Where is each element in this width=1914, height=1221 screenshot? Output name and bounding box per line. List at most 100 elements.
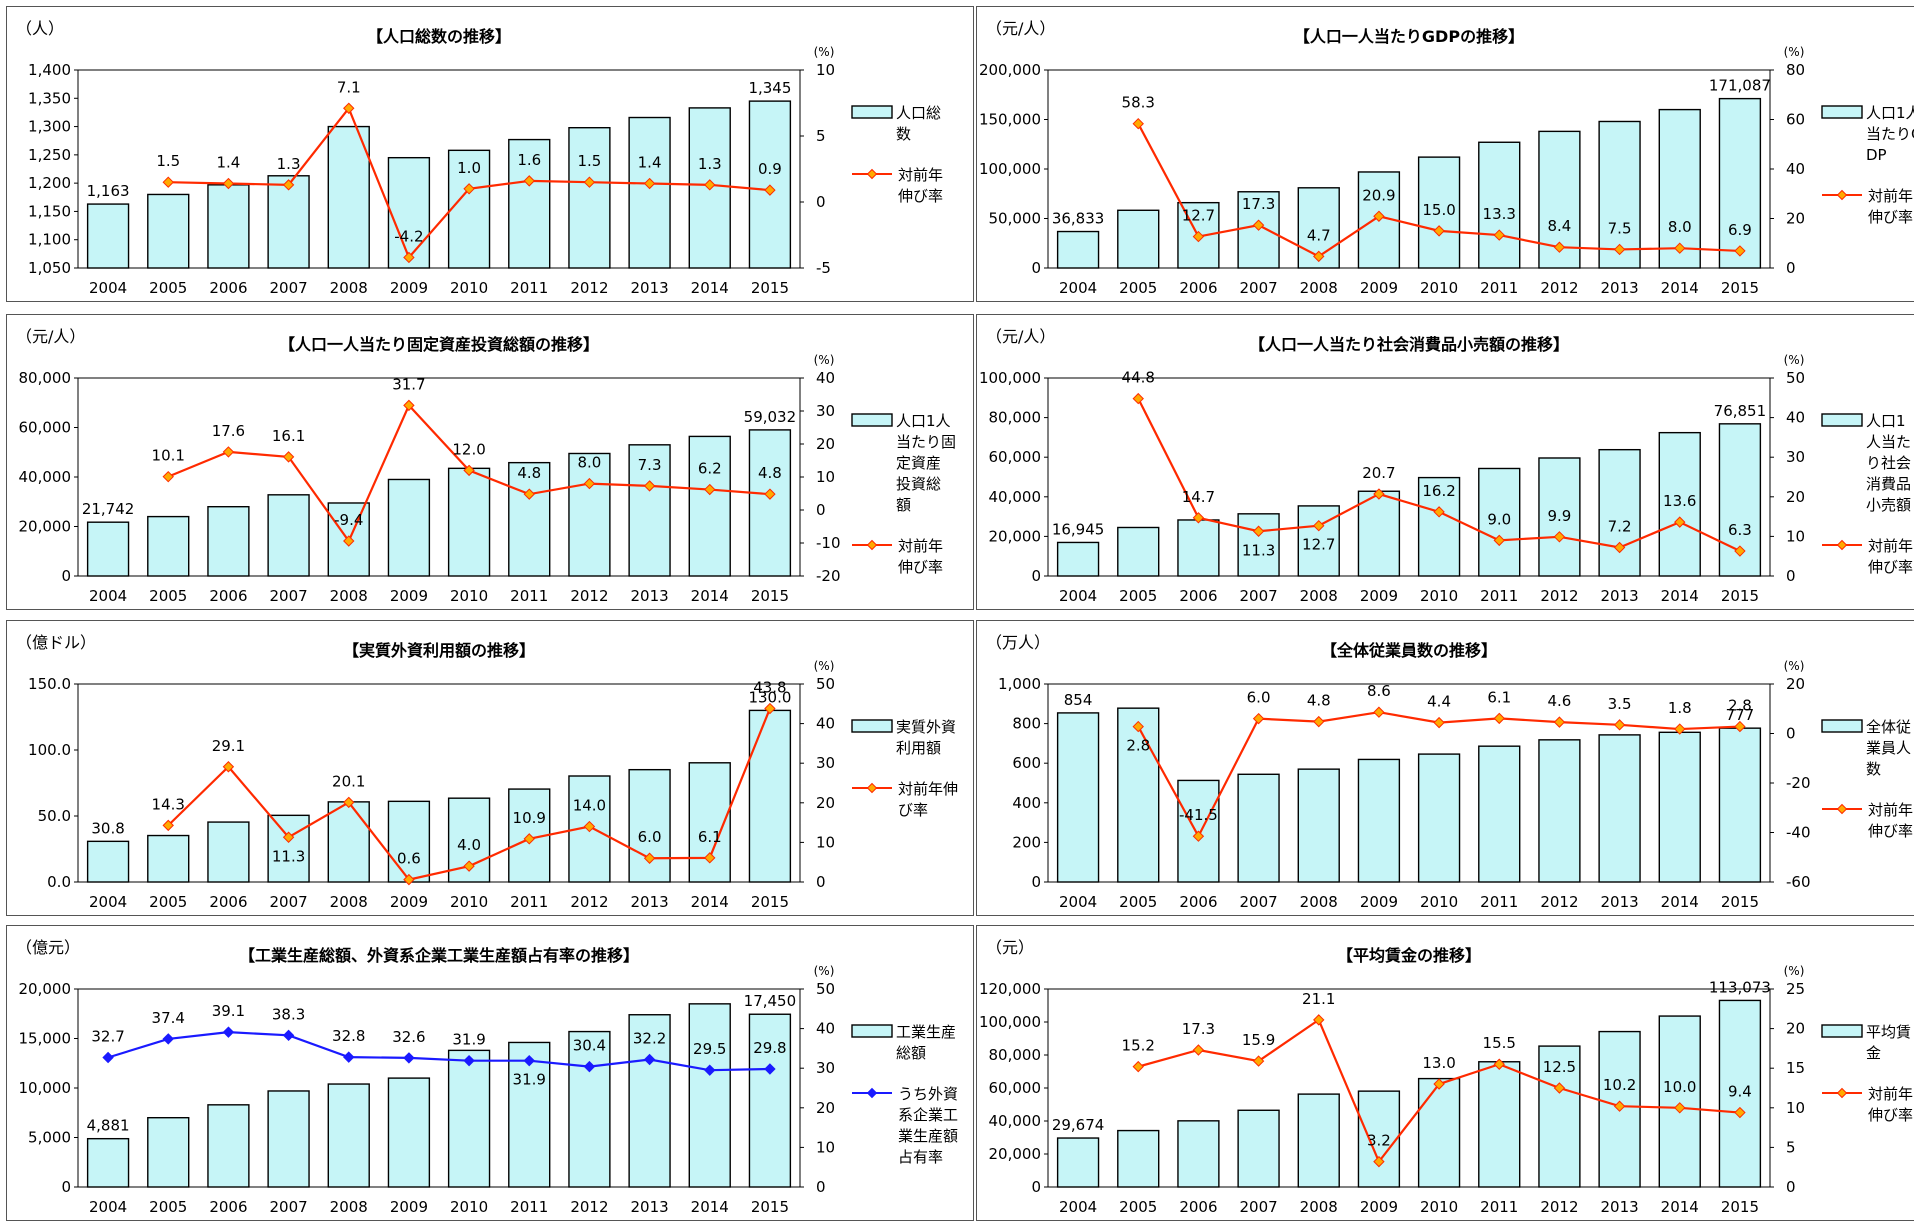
x-tick-label: 2008 — [330, 893, 368, 911]
y-tick-label: 100.0 — [28, 741, 71, 759]
y2-tick-label: 10 — [1786, 527, 1805, 545]
x-tick-label: 2012 — [1540, 587, 1578, 605]
x-tick-label: 2007 — [269, 1198, 307, 1216]
bar — [1298, 1094, 1339, 1187]
x-tick-label: 2010 — [450, 587, 488, 605]
y2-tick-label: 50 — [1786, 369, 1805, 387]
x-tick-label: 2015 — [751, 587, 789, 605]
bar — [328, 127, 369, 268]
bar — [1118, 1131, 1159, 1187]
line-value-label: 2.8 — [1728, 697, 1752, 715]
legend-label: 対前年 — [898, 166, 943, 184]
y-tick-label: 0 — [61, 567, 71, 585]
line-value-label: 12.7 — [1182, 207, 1215, 225]
y-axis-unit: （億ドル） — [16, 633, 96, 652]
bar — [1238, 1110, 1279, 1187]
line-value-label: 1.0 — [457, 159, 481, 177]
x-tick-label: 2013 — [630, 893, 668, 911]
x-tick-label: 2010 — [450, 279, 488, 297]
line-value-label: 13.3 — [1483, 205, 1516, 223]
x-tick-label: 2015 — [1721, 587, 1759, 605]
legend-label: DP — [1866, 146, 1887, 164]
line-value-label: 32.6 — [392, 1028, 425, 1046]
bar-value-label: 21,742 — [82, 500, 135, 518]
line-value-label: -9.4 — [334, 511, 363, 529]
line-value-label: 1.4 — [216, 154, 240, 172]
line-value-label: 4.4 — [1427, 693, 1451, 711]
y-tick-label: 600 — [1012, 754, 1041, 772]
bar — [1539, 740, 1580, 882]
y-tick-label: 60,000 — [989, 448, 1042, 466]
line-value-label: 15.0 — [1422, 201, 1455, 219]
legend-label: 額 — [896, 496, 911, 514]
y2-tick-label: 5 — [816, 127, 826, 145]
y-tick-label: 1,350 — [28, 89, 71, 107]
chart-svg: （人）【人口総数の推移】(%)1,0501,1001,1501,2001,250… — [6, 6, 974, 302]
y2-tick-label: -20 — [1786, 774, 1811, 792]
line-value-label: 10.0 — [1663, 1078, 1696, 1096]
y2-tick-label: 10 — [816, 833, 835, 851]
bar — [1479, 1062, 1520, 1187]
y-axis-unit: （元/人） — [16, 327, 85, 346]
x-tick-label: 2007 — [1239, 587, 1277, 605]
line-value-label: 1.3 — [277, 155, 301, 173]
line-value-label: 16.2 — [1422, 482, 1455, 500]
y-tick-label: 15,000 — [19, 1030, 72, 1048]
y-axis-unit: （元/人） — [986, 19, 1055, 38]
chart-svg: （元/人）【人口一人当たりGDPの推移】(%)050,000100,000150… — [976, 6, 1914, 302]
y-tick-label: 800 — [1012, 715, 1041, 733]
line-value-label: 17.3 — [1242, 195, 1275, 213]
bar — [268, 495, 309, 576]
y-tick-label: 120,000 — [979, 980, 1041, 998]
bar — [208, 507, 249, 576]
chart-svg: （元）【平均賃金の推移】(%)020,00040,00060,00080,000… — [976, 925, 1914, 1221]
legend-label: 伸び率 — [1868, 822, 1913, 840]
line-value-label: 15.2 — [1122, 1037, 1155, 1055]
y2-tick-label: 15 — [1786, 1059, 1805, 1077]
x-tick-label: 2004 — [1059, 587, 1097, 605]
line-value-label: 6.1 — [1487, 688, 1511, 706]
line-value-label: -4.2 — [394, 227, 423, 245]
x-tick-label: 2008 — [1300, 279, 1338, 297]
x-tick-label: 2007 — [1239, 1198, 1277, 1216]
line-value-label: 4.8 — [758, 464, 782, 482]
legend-bar-swatch — [1822, 106, 1862, 118]
bar — [88, 841, 129, 882]
bar — [1178, 1121, 1219, 1187]
y2-tick-label: 30 — [816, 754, 835, 772]
legend-label: 実質外資 — [896, 718, 956, 736]
bar-value-label: 854 — [1064, 691, 1093, 709]
bar — [88, 1139, 129, 1187]
y-tick-label: 400 — [1012, 794, 1041, 812]
x-tick-label: 2015 — [1721, 893, 1759, 911]
chart-title: 【工業生産総額、外資系企業工業生産額占有率の推移】 — [239, 946, 639, 965]
line-value-label: 30.4 — [573, 1037, 606, 1055]
y2-tick-label: 20 — [816, 1099, 835, 1117]
line-value-label: 4.0 — [457, 836, 481, 854]
x-tick-label: 2008 — [1300, 587, 1338, 605]
x-tick-label: 2009 — [1360, 1198, 1398, 1216]
legend-label: 対前年 — [1868, 801, 1913, 819]
legend-label: 消費品 — [1866, 475, 1911, 493]
legend-label: 対前年 — [898, 537, 943, 555]
legend-label: 当たりG — [1866, 125, 1914, 143]
x-tick-label: 2008 — [330, 279, 368, 297]
y-tick-label: 1,100 — [28, 231, 71, 249]
line-value-label: 8.0 — [1668, 218, 1692, 236]
line-value-label: 7.1 — [337, 78, 361, 96]
line-value-label: 8.0 — [577, 454, 601, 472]
line-value-label: 8.4 — [1547, 217, 1571, 235]
y2-axis-unit: (%) — [814, 659, 835, 673]
y-tick-label: 100,000 — [979, 160, 1041, 178]
x-tick-label: 2014 — [691, 893, 729, 911]
line-value-label: 9.4 — [1728, 1083, 1752, 1101]
y-tick-label: 150.0 — [28, 675, 71, 693]
x-tick-label: 2007 — [269, 279, 307, 297]
y-tick-label: 100,000 — [979, 369, 1041, 387]
line-value-label: 15.5 — [1483, 1034, 1516, 1052]
x-tick-label: 2009 — [1360, 279, 1398, 297]
x-tick-label: 2004 — [89, 1198, 127, 1216]
x-tick-label: 2012 — [570, 893, 608, 911]
y2-tick-label: 80 — [1786, 61, 1805, 79]
